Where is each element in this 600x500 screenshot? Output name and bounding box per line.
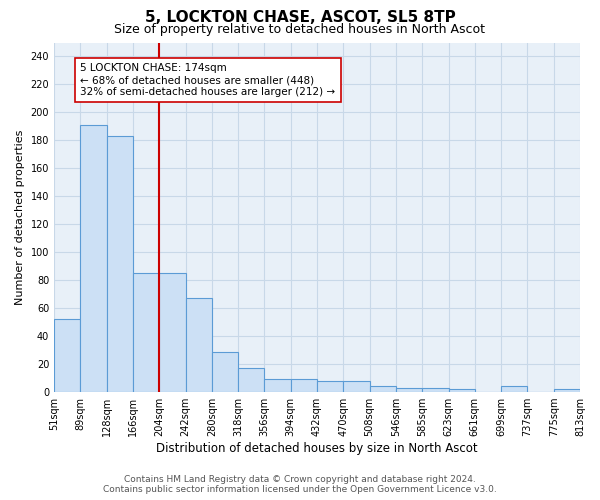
Text: Size of property relative to detached houses in North Ascot: Size of property relative to detached ho…: [115, 22, 485, 36]
Bar: [238, 368, 265, 392]
Bar: [212, 352, 238, 392]
Bar: [159, 273, 185, 392]
Bar: [554, 390, 580, 392]
Bar: [291, 380, 317, 392]
Bar: [343, 381, 370, 392]
Bar: [107, 136, 133, 392]
Bar: [185, 298, 212, 392]
X-axis label: Distribution of detached houses by size in North Ascot: Distribution of detached houses by size …: [156, 442, 478, 455]
Bar: [265, 380, 291, 392]
Bar: [396, 388, 422, 392]
Text: 5 LOCKTON CHASE: 174sqm
← 68% of detached houses are smaller (448)
32% of semi-d: 5 LOCKTON CHASE: 174sqm ← 68% of detache…: [80, 64, 335, 96]
Bar: [317, 381, 343, 392]
Bar: [80, 125, 107, 392]
Bar: [54, 320, 80, 392]
Bar: [370, 386, 396, 392]
Text: 5, LOCKTON CHASE, ASCOT, SL5 8TP: 5, LOCKTON CHASE, ASCOT, SL5 8TP: [145, 10, 455, 25]
Bar: [449, 390, 475, 392]
Bar: [422, 388, 449, 392]
Text: Contains HM Land Registry data © Crown copyright and database right 2024.
Contai: Contains HM Land Registry data © Crown c…: [103, 474, 497, 494]
Bar: [501, 386, 527, 392]
Y-axis label: Number of detached properties: Number of detached properties: [15, 130, 25, 305]
Bar: [133, 273, 159, 392]
